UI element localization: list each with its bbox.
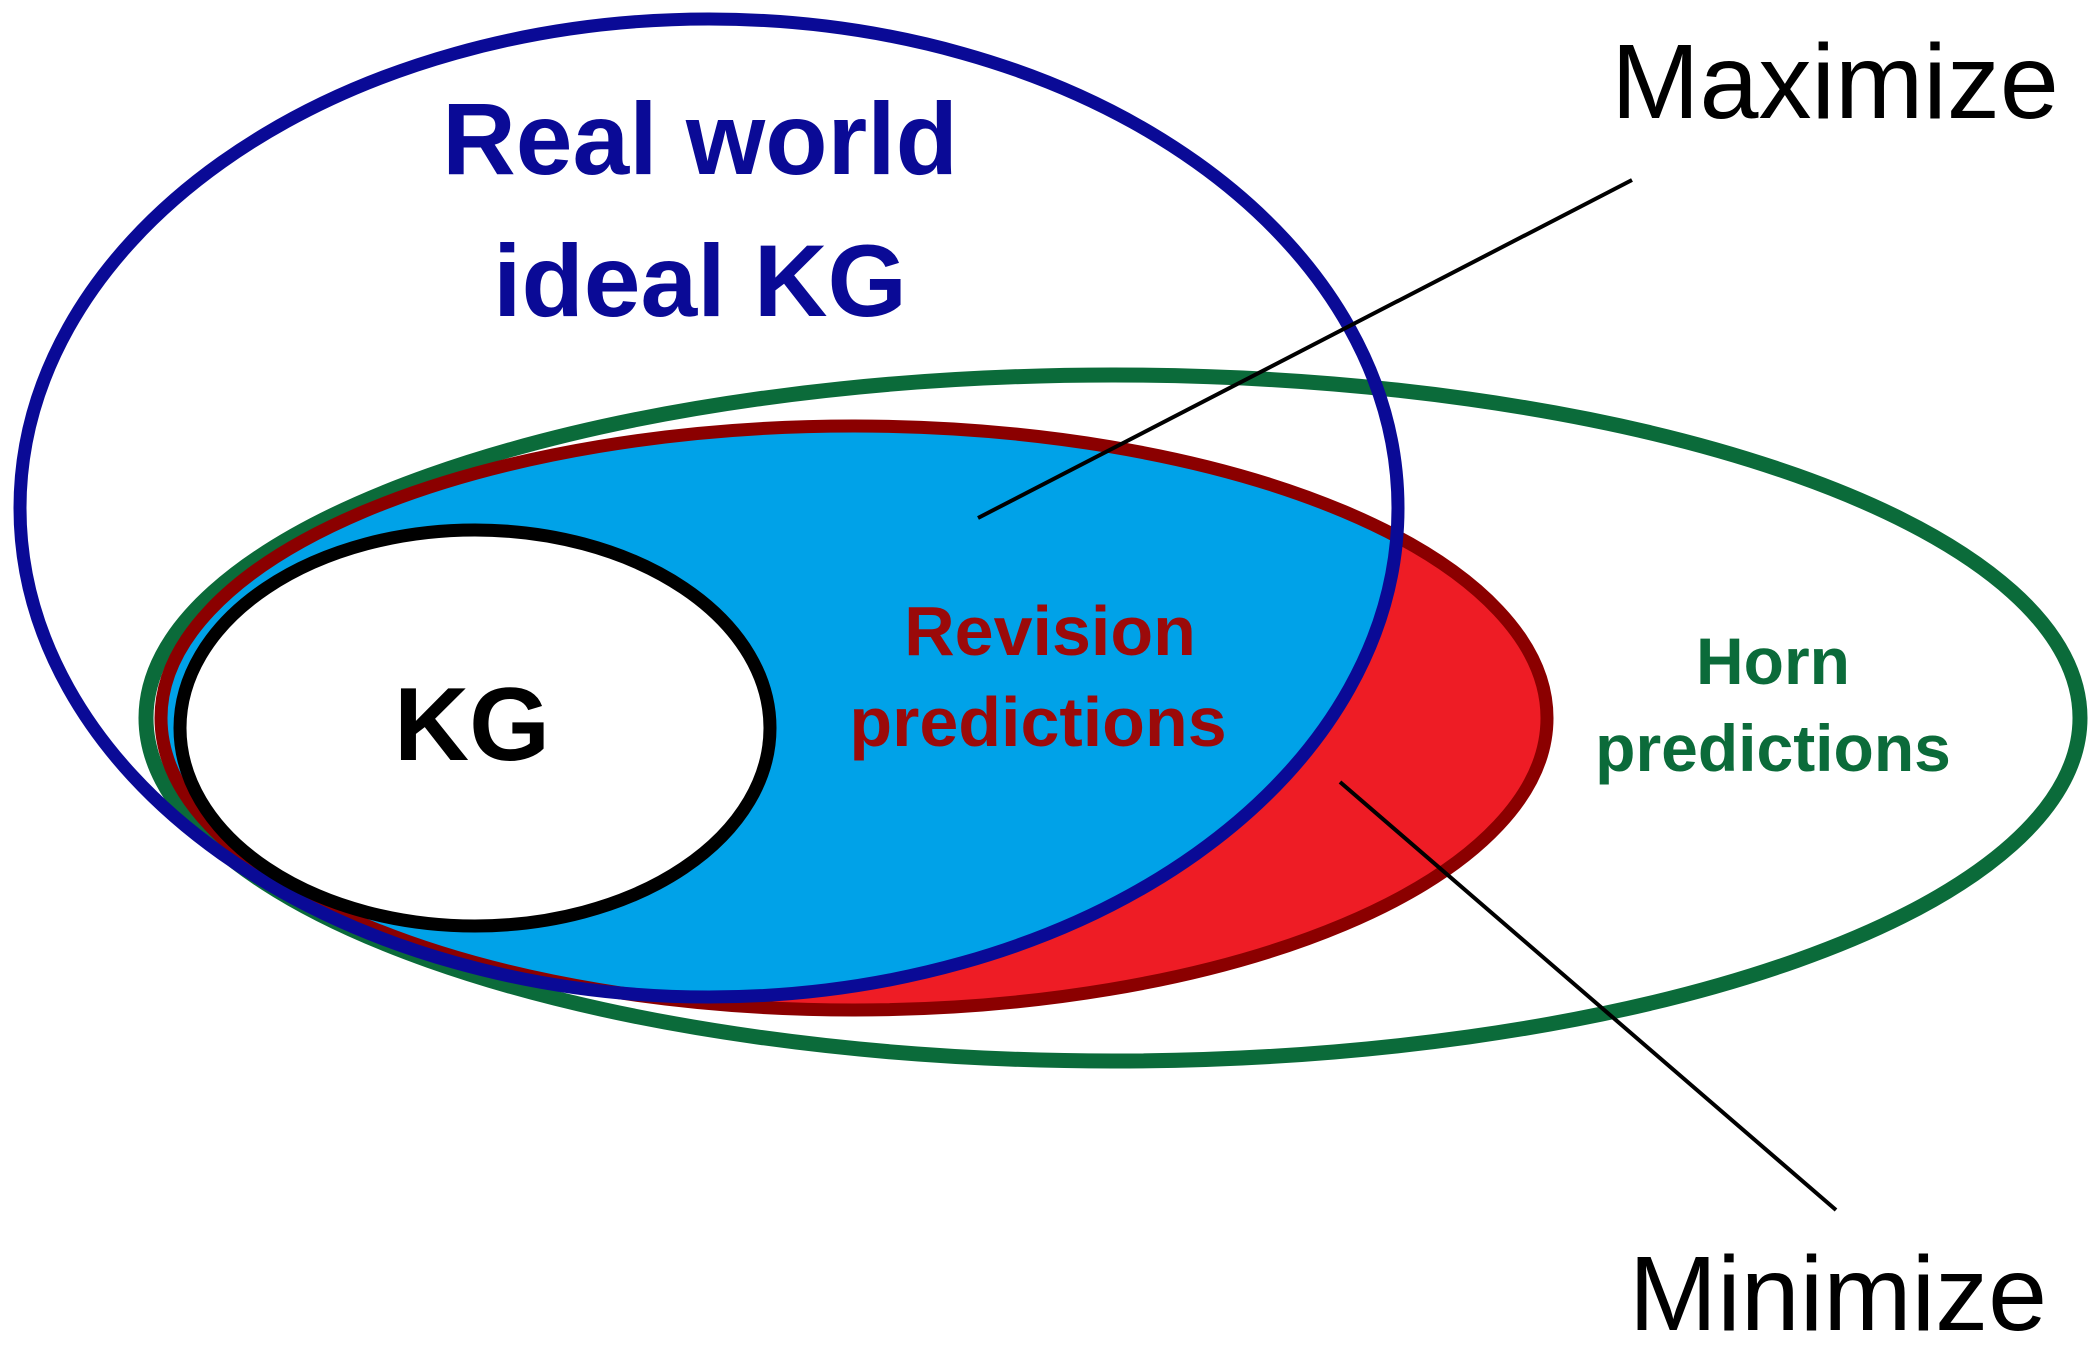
real-world-label-line1: Real world xyxy=(442,82,958,196)
maximize-label: Maximize xyxy=(1611,23,2059,141)
horn-predictions-ellipse xyxy=(138,367,2088,1069)
minimize-callout-line xyxy=(1338,780,1838,1212)
revision-predictions-ellipse xyxy=(154,419,1554,1017)
real-world-ellipse xyxy=(13,12,1405,1004)
minimize-label: Minimize xyxy=(1629,1235,2047,1353)
kg-ellipse xyxy=(173,523,777,933)
revision-label-line1: Revision xyxy=(904,592,1196,670)
revision-label-line2: predictions xyxy=(849,683,1226,761)
horn-label-line2: predictions xyxy=(1595,711,1951,785)
maximize-callout-line xyxy=(977,178,1633,520)
horn-label-line1: Horn xyxy=(1696,624,1850,698)
real-world-label-line2: ideal KG xyxy=(493,224,907,338)
kg-label: KG xyxy=(394,667,550,783)
